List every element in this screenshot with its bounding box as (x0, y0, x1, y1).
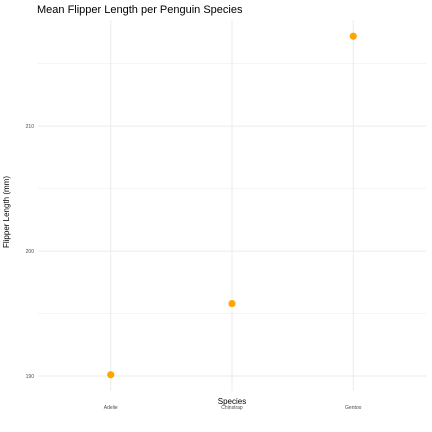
y-axis-title: Flipper Length (mm) (2, 176, 11, 248)
y-tick-label: 200 (26, 249, 35, 255)
x-tick-label: Chinstrap (221, 405, 243, 411)
y-tick-label: 190 (26, 374, 35, 380)
data-point-chinstrap (228, 299, 236, 308)
tick-labels: 190 200 210 Adelie Chinstrap Gentoo (26, 124, 362, 411)
x-tick-label: Adelie (104, 405, 118, 411)
chart-title: Mean Flipper Length per Penguin Species (37, 4, 243, 16)
data-points (107, 32, 357, 379)
data-point-adelie (107, 371, 115, 379)
x-axis-title: Species (218, 397, 246, 406)
grid-lines (38, 20, 426, 391)
x-tick-label: Gentoo (345, 405, 362, 411)
y-tick-label: 210 (26, 124, 35, 130)
data-point-gentoo (349, 32, 357, 40)
